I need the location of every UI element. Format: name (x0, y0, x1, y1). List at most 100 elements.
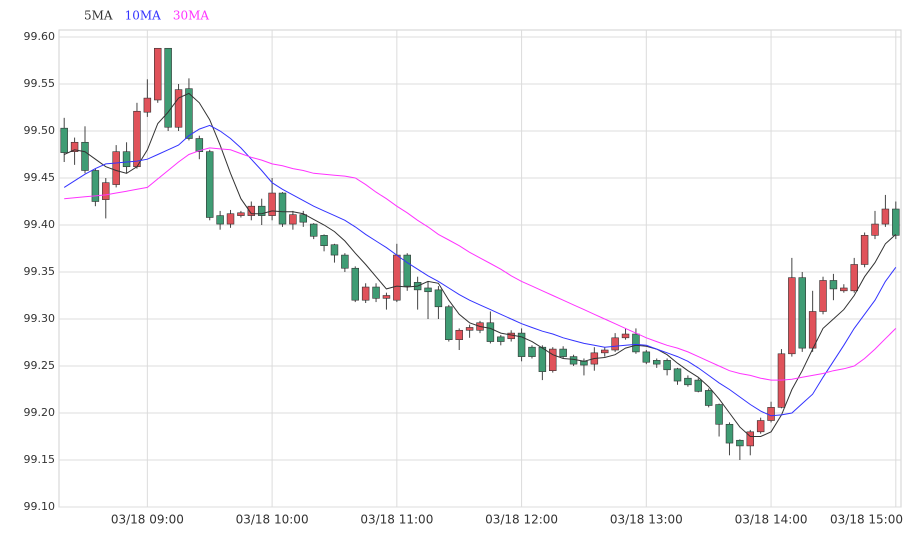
y-tick-label: 99.40 (24, 218, 56, 231)
candle-body (247, 205, 256, 216)
y-tick-label: 99.35 (24, 265, 56, 278)
candle-body (216, 215, 224, 225)
candle-body (226, 213, 235, 225)
x-tick-label: 03/18 09:00 (111, 513, 184, 527)
candle-body (445, 306, 453, 340)
x-tick-label: 03/18 10:00 (236, 513, 309, 527)
candle-body (601, 349, 609, 354)
candle-body (372, 286, 380, 299)
y-tick-label: 99.45 (24, 171, 56, 184)
candle-body (60, 127, 68, 153)
y-tick-label: 99.20 (24, 406, 56, 419)
candle-body (143, 97, 152, 113)
legend-entry: 30MA (173, 9, 210, 23)
ma-line (64, 147, 897, 381)
candle-body (122, 151, 131, 168)
candle-body (569, 356, 578, 365)
candle-body (237, 212, 245, 216)
candle-body (580, 360, 588, 366)
candle-body (434, 289, 443, 308)
candle-body (829, 280, 838, 290)
candle-body (164, 47, 172, 128)
candle-body (70, 141, 79, 152)
candle-body (309, 223, 318, 237)
candle-body (611, 337, 619, 351)
candle-body (268, 192, 276, 216)
x-tick-label: 03/18 11:00 (360, 513, 433, 527)
x-tick-label: 03/18 14:00 (735, 513, 808, 527)
candle-body (299, 214, 308, 223)
candle-body (112, 151, 120, 185)
candle-body (642, 351, 651, 363)
candle-body (455, 329, 463, 340)
candle-body (694, 379, 703, 392)
candle-body (278, 192, 287, 225)
candle-body (850, 264, 858, 292)
candle-body (725, 423, 734, 444)
candle-body (497, 336, 505, 342)
y-tick-label: 99.60 (24, 30, 56, 43)
candle-body (549, 348, 557, 371)
candle-body (652, 360, 661, 365)
x-tick-label: 03/18 13:00 (610, 513, 683, 527)
candle-body (133, 110, 141, 168)
candle-body (486, 322, 495, 342)
candle-body (808, 311, 817, 349)
candle-body (81, 141, 89, 171)
candle-body (91, 170, 100, 202)
candle-body (881, 208, 890, 225)
candle-body (361, 286, 370, 301)
candle-body (257, 205, 266, 216)
candle-body (840, 287, 848, 292)
candle-body (195, 138, 204, 152)
candle-body (528, 346, 536, 357)
candle-body (673, 368, 682, 382)
candle-body (788, 277, 796, 355)
candle-body (185, 88, 193, 139)
candle-body (289, 214, 297, 225)
candle-body (860, 235, 869, 265)
candle-body (517, 332, 526, 357)
candle-body (341, 254, 349, 269)
legend-entry: 10MA (125, 9, 162, 23)
candle-body (704, 390, 713, 406)
ma-line (63, 124, 897, 417)
y-tick-label: 99.30 (24, 312, 56, 325)
candle-body (351, 267, 359, 301)
candle-body (559, 348, 567, 357)
candle-body (715, 404, 723, 425)
candle-body (736, 439, 744, 447)
candle-body (663, 360, 671, 371)
x-tick-label: 03/18 15:00 (830, 513, 903, 527)
candle-body (320, 235, 328, 246)
candle-body (205, 151, 214, 218)
x-tick-label: 03/18 12:00 (485, 513, 558, 527)
candle-body (871, 223, 879, 236)
legend-entry: 5MA (84, 9, 113, 23)
candle-body (538, 346, 547, 372)
candle-body (465, 327, 474, 331)
candle-body (767, 407, 775, 421)
y-tick-label: 99.10 (24, 500, 56, 513)
candle-body (798, 277, 806, 349)
candle-body (892, 208, 900, 236)
candle-body (102, 182, 110, 200)
candle-body (621, 333, 630, 339)
candle-body (819, 280, 827, 312)
y-tick-label: 99.50 (24, 124, 56, 137)
candle-body (424, 287, 432, 293)
candle-body (746, 431, 755, 447)
y-tick-label: 99.15 (24, 453, 56, 466)
candle-body (756, 420, 765, 433)
candle-body (403, 254, 411, 287)
candle-body (393, 254, 401, 301)
ma-line (63, 92, 897, 437)
y-tick-label: 99.25 (24, 359, 56, 372)
candle-body (632, 333, 640, 353)
candle-body (382, 295, 391, 299)
candle-body (174, 89, 183, 128)
candle-body (330, 244, 339, 256)
candle-body (154, 47, 162, 101)
candle-body (684, 377, 692, 386)
